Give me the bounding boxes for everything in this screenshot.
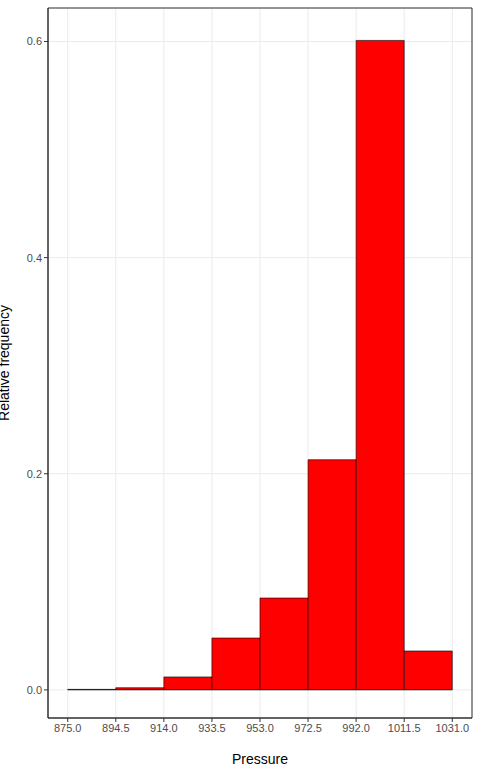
svg-text:1031.0: 1031.0 (435, 722, 469, 734)
svg-text:953.0: 953.0 (246, 722, 274, 734)
svg-text:1011.5: 1011.5 (388, 722, 421, 734)
svg-text:Pressure: Pressure (232, 751, 288, 767)
svg-text:933.5: 933.5 (198, 722, 226, 734)
svg-text:0.2: 0.2 (27, 468, 42, 480)
svg-text:894.5: 894.5 (102, 722, 130, 734)
svg-text:914.0: 914.0 (150, 722, 178, 734)
svg-text:992.0: 992.0 (342, 722, 370, 734)
svg-text:0.6: 0.6 (27, 35, 42, 47)
svg-text:0.0: 0.0 (27, 684, 42, 696)
svg-text:0.4: 0.4 (27, 252, 42, 264)
svg-text:875.0: 875.0 (54, 722, 82, 734)
svg-text:Relative frequency: Relative frequency (8, 305, 12, 421)
svg-text:972.5: 972.5 (294, 722, 322, 734)
